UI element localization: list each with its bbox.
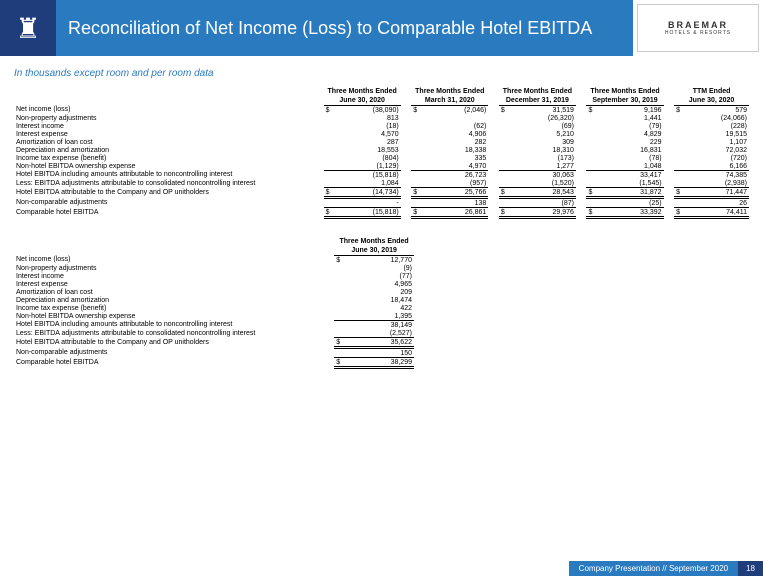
page-number: 18 <box>738 561 763 576</box>
row-label: Net income (loss) <box>14 256 323 265</box>
row-label: Non-comparable adjustments <box>14 348 323 358</box>
row-label: Less: EBITDA adjustments attributable to… <box>14 329 323 338</box>
row-label: Hotel EBITDA including amounts attributa… <box>14 171 313 180</box>
table-row: Depreciation and amortization18,474 <box>14 296 414 304</box>
units-note: In thousands except room and per room da… <box>14 68 763 79</box>
row-label: Hotel EBITDA including amounts attributa… <box>14 321 323 330</box>
row-label: Interest income <box>14 272 323 280</box>
table-row: Hotel EBITDA including amounts attributa… <box>14 171 749 180</box>
row-label: Non-comparable adjustments <box>14 198 313 208</box>
table-row: Hotel EBITDA attributable to the Company… <box>14 338 414 348</box>
table-row: Depreciation and amortization18,55318,33… <box>14 146 749 154</box>
row-label: Income tax expense (benefit) <box>14 304 323 312</box>
row-label: Non-property adjustments <box>14 114 313 122</box>
slide-footer: Company Presentation // September 2020 1… <box>569 561 763 576</box>
row-label: Comparable hotel EBITDA <box>14 358 323 368</box>
row-label: Depreciation and amortization <box>14 146 313 154</box>
table-row: Interest income(18)(62)(69)(79)(228) <box>14 122 749 130</box>
row-label: Amortization of loan cost <box>14 138 313 146</box>
table-row: Amortization of loan cost209 <box>14 288 414 296</box>
row-label: Non-hotel EBITDA ownership expense <box>14 312 323 321</box>
table-row: Hotel EBITDA attributable to the Company… <box>14 188 749 198</box>
table-row: Comparable hotel EBITDA$(15,818)$26,861$… <box>14 208 749 218</box>
table-row: Interest income(77) <box>14 272 414 280</box>
row-label: Income tax expense (benefit) <box>14 154 313 162</box>
table-row: Less: EBITDA adjustments attributable to… <box>14 179 749 188</box>
table-row: Income tax expense (benefit)422 <box>14 304 414 312</box>
brand-name: BRAEMAR <box>668 20 728 30</box>
row-label: Interest income <box>14 122 313 130</box>
table-row: Amortization of loan cost2872823092291,1… <box>14 138 749 146</box>
table-row: Hotel EBITDA including amounts attributa… <box>14 321 414 330</box>
table-row: Non-hotel EBITDA ownership expense(1,129… <box>14 162 749 171</box>
table-row: Non-property adjustments(9) <box>14 264 414 272</box>
footer-text: Company Presentation // September 2020 <box>569 561 738 576</box>
table-row: Interest expense4,965 <box>14 280 414 288</box>
table-row: Net income (loss)$(38,090)$(2,046)$31,51… <box>14 106 749 115</box>
table-row: Less: EBITDA adjustments attributable to… <box>14 329 414 338</box>
table-row: Non-comparable adjustments-138(87)(25)26 <box>14 198 749 208</box>
row-label: Hotel EBITDA attributable to the Company… <box>14 188 313 198</box>
brand-subtitle: HOTELS & RESORTS <box>665 30 731 36</box>
row-label: Hotel EBITDA attributable to the Company… <box>14 338 323 348</box>
row-label: Comparable hotel EBITDA <box>14 208 313 218</box>
slide-header: ♜ Reconciliation of Net Income (Loss) to… <box>0 0 763 56</box>
row-label: Interest expense <box>14 280 323 288</box>
table-row: Non-property adjustments813(26,320)1,441… <box>14 114 749 122</box>
row-label: Non-hotel EBITDA ownership expense <box>14 162 313 171</box>
table-row: Non-comparable adjustments150 <box>14 348 414 358</box>
row-label: Depreciation and amortization <box>14 296 323 304</box>
row-label: Net income (loss) <box>14 106 313 115</box>
ebitda-table-prior: Three Months EndedJune 30, 2019 Net inco… <box>14 237 414 369</box>
table-row: Net income (loss)$12,770 <box>14 256 414 265</box>
ebitda-table-main: Three Months EndedThree Months EndedThre… <box>14 87 749 219</box>
row-label: Non-property adjustments <box>14 264 323 272</box>
brand-logo: BRAEMAR HOTELS & RESORTS <box>637 4 759 52</box>
table-row: Comparable hotel EBITDA$38,299 <box>14 358 414 368</box>
row-label: Amortization of loan cost <box>14 288 323 296</box>
castle-icon: ♜ <box>0 0 56 56</box>
table-row: Interest expense4,5704,9065,2104,82919,5… <box>14 130 749 138</box>
row-label: Less: EBITDA adjustments attributable to… <box>14 179 313 188</box>
table-row: Income tax expense (benefit)(804)335(173… <box>14 154 749 162</box>
table-row: Non-hotel EBITDA ownership expense1,395 <box>14 312 414 321</box>
row-label: Interest expense <box>14 130 313 138</box>
page-title: Reconciliation of Net Income (Loss) to C… <box>56 0 633 56</box>
